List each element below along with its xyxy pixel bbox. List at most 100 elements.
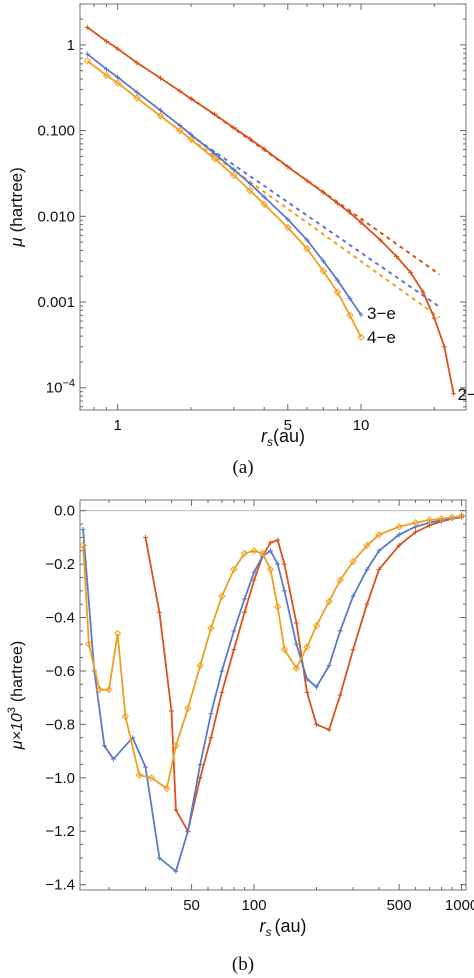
data-point-2−e <box>347 210 353 216</box>
data-point-4-e <box>172 742 180 750</box>
data-point-2-e <box>326 727 332 733</box>
data-point-2−e <box>408 270 414 276</box>
series-label-4e: 4−e <box>367 328 396 347</box>
x-tick-label-a: 10 <box>353 417 370 434</box>
data-point-3-e <box>314 684 320 690</box>
data-point-4−e <box>303 244 311 253</box>
data-point-2−e <box>377 237 383 243</box>
data-point-4-e <box>448 513 456 522</box>
x-label-sub: s <box>267 435 273 449</box>
data-point-2-e <box>242 609 248 615</box>
data-point-2-e <box>281 561 287 567</box>
data-point-4−e <box>246 186 254 195</box>
data-point-4-e <box>325 597 333 606</box>
y-tick-label-a: 0.010 <box>37 208 75 225</box>
data-point-4−e <box>102 71 111 80</box>
data-point-2−e <box>231 125 237 131</box>
data-point-3-e <box>396 532 402 538</box>
data-point-3-e <box>242 596 248 602</box>
data-point-3-e <box>197 761 203 767</box>
data-point-3−e <box>304 237 310 243</box>
data-point-3−e <box>358 312 364 318</box>
data-point-3-e <box>281 588 287 594</box>
data-point-4-e <box>79 541 87 550</box>
data-point-4-e <box>240 549 249 558</box>
panel-a-series <box>83 24 457 397</box>
data-point-4−e <box>230 171 238 180</box>
data-point-2−e <box>115 46 121 52</box>
data-point-4−e <box>333 288 342 296</box>
data-point-2−e <box>104 38 110 44</box>
y-label-sup: 3 <box>6 707 18 713</box>
data-point-4−e <box>83 57 91 65</box>
data-point-4−e <box>284 223 292 232</box>
data-point-2−e <box>334 200 340 206</box>
data-point-3-e <box>364 566 370 572</box>
data-point-2−e <box>188 96 194 102</box>
data-point-4-e <box>280 645 289 654</box>
data-point-4-e <box>113 629 122 638</box>
y-tick-label-b: −0.8 <box>45 716 75 733</box>
data-point-2-e <box>396 542 402 548</box>
data-point-2−e <box>212 111 218 117</box>
data-point-4−e <box>133 94 141 102</box>
data-point-2−e <box>158 75 164 81</box>
data-point-3-e <box>326 663 332 669</box>
data-point-4-e <box>425 516 434 524</box>
x-tick-label-b: 500 <box>387 897 412 914</box>
data-point-4−e <box>210 155 219 163</box>
data-point-4-e <box>196 661 204 670</box>
panel-a-y-axis-label: μ (hartree) <box>7 167 26 248</box>
data-point-2−e <box>304 178 310 184</box>
series-label-3e: 3−e <box>367 304 396 323</box>
data-point-2−e <box>134 60 140 66</box>
y-tick-label-base: 10 <box>46 380 63 397</box>
y-tick-label-b: −1.4 <box>45 877 75 894</box>
data-point-3−e <box>334 277 340 283</box>
panel-b-y-axis-label: μ×103 (hartree) <box>6 641 26 750</box>
x-label-sub: s <box>265 925 271 939</box>
data-point-2−e <box>420 289 426 295</box>
data-point-4-e <box>457 512 466 520</box>
data-point-3−e <box>285 216 291 222</box>
data-point-2-e <box>413 529 419 535</box>
data-point-2-e <box>267 540 273 546</box>
data-point-2−e <box>431 315 437 321</box>
data-point-2−e <box>358 219 364 225</box>
y-tick-label-b: 0.0 <box>54 503 75 520</box>
data-point-3−e <box>231 167 237 173</box>
data-point-2−e <box>451 391 457 397</box>
data-point-4-e <box>230 565 238 574</box>
data-point-4−e <box>319 267 328 275</box>
data-point-3-e <box>101 743 107 749</box>
data-point-2−e <box>247 136 253 142</box>
data-point-2-e <box>275 537 281 543</box>
series-line-3−e <box>86 53 362 316</box>
data-point-4-e <box>292 664 301 672</box>
y-label-main: μ <box>7 237 26 248</box>
data-point-3−e <box>347 295 353 301</box>
data-point-2-e <box>231 647 237 653</box>
panel-a-x-axis-label: rs(au) <box>261 426 305 449</box>
panel-b-frame <box>79 499 467 891</box>
data-point-2-e <box>208 735 214 741</box>
y-label-unit: (hartree) <box>9 641 26 702</box>
data-point-4-e <box>207 624 215 632</box>
data-point-4-e <box>147 774 156 782</box>
data-point-4−e <box>176 126 184 135</box>
x-tick-label-b: 50 <box>183 897 200 914</box>
data-point-4-e <box>303 643 311 651</box>
data-point-3-e <box>208 711 214 717</box>
data-point-3−e <box>158 107 164 113</box>
data-point-4-e <box>135 771 144 779</box>
x-label-main: r <box>259 916 266 936</box>
data-point-4-e <box>312 621 321 630</box>
data-point-3-e <box>376 548 382 554</box>
data-point-2-e <box>350 647 356 653</box>
data-point-3−e <box>247 181 253 187</box>
data-point-2−e <box>441 344 447 350</box>
x-tick-label-a: 1 <box>114 417 122 434</box>
